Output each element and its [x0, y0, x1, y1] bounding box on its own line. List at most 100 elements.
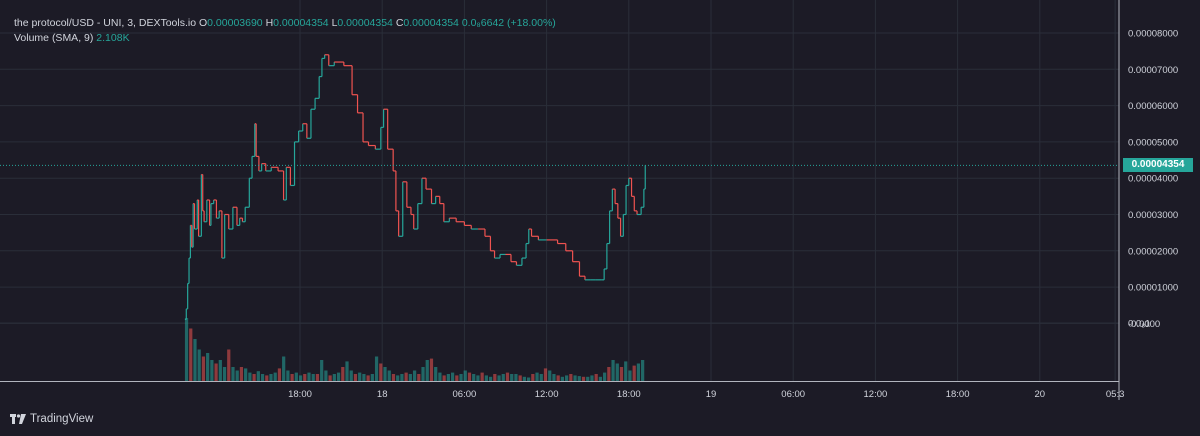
volume-bar: [493, 374, 497, 381]
tradingview-brand[interactable]: TradingView: [10, 413, 93, 425]
volume-bar: [531, 374, 535, 381]
volume-bar: [586, 376, 590, 381]
y-tick-label: 0.00008000: [1128, 29, 1178, 40]
x-tick-label: 18: [377, 389, 388, 400]
volume-bar: [391, 374, 396, 381]
volume-bar: [277, 368, 282, 381]
volume-bar: [307, 372, 311, 381]
volume-bar: [459, 374, 463, 381]
volume-bar: [624, 361, 628, 381]
volume-bar: [573, 375, 577, 381]
volume-bar: [353, 374, 358, 381]
open-label: O: [199, 17, 208, 29]
y-tick-label: 0.00003000: [1128, 210, 1178, 221]
volume-bar: [581, 376, 586, 381]
volume-bar: [619, 367, 624, 381]
volume-bar: [201, 356, 206, 381]
volume-bar: [484, 375, 488, 381]
volume-bar: [421, 367, 425, 381]
x-tick-label: 05:3: [1106, 389, 1125, 400]
volume-bar: [446, 374, 450, 381]
volume-bar: [565, 375, 569, 381]
x-tick-label: 18:00: [946, 389, 970, 400]
symbol-label[interactable]: the protocol/USD - UNI, 3, DEXTools.io: [14, 17, 197, 29]
volume-bar: [235, 370, 239, 381]
volume-bar: [336, 372, 341, 381]
volume-bar: [358, 372, 362, 381]
volume-bar: [218, 360, 222, 381]
chart-legend: the protocol/USD - UNI, 3, DEXTools.io O…: [14, 16, 556, 46]
x-tick-label: 12:00: [864, 389, 888, 400]
volume-bar: [526, 377, 531, 381]
volume-bar: [227, 349, 231, 381]
volume-bar: [290, 374, 294, 381]
y-tick-label: 0.0₈1: [1128, 319, 1150, 330]
last-price-tag: 0.00004354: [1123, 158, 1193, 172]
close-value: 0.00004354: [403, 17, 459, 29]
volume-bar: [269, 374, 273, 381]
tradingview-logo-icon: [10, 414, 26, 424]
y-tick-label: 0.00006000: [1128, 101, 1178, 112]
volume-bar: [396, 375, 400, 381]
x-tick-label: 06:00: [453, 389, 477, 400]
volume-bar: [442, 375, 446, 381]
volume-bar: [615, 363, 619, 381]
volume-bar: [315, 374, 320, 381]
volume-bar: [324, 370, 328, 381]
volume-bar: [265, 375, 269, 381]
volume-bar: [429, 358, 434, 381]
high-label: H: [265, 17, 274, 29]
ohlc-row: the protocol/USD - UNI, 3, DEXTools.io O…: [14, 16, 556, 31]
volume-bar: [366, 375, 370, 381]
y-tick-label: 0.00005000: [1128, 137, 1178, 148]
volume-bar: [514, 374, 518, 381]
volume-bar: [189, 328, 193, 381]
volume-bar: [239, 367, 244, 381]
x-tick-label: 20: [1035, 389, 1046, 400]
volume-bar: [607, 367, 611, 381]
volume-bar: [214, 363, 218, 381]
volume-bar: [535, 372, 539, 381]
close-label: C: [395, 17, 404, 29]
volume-row: Volume (SMA, 9) 2.108K: [14, 31, 556, 46]
volume-bar: [569, 374, 573, 381]
volume-bar: [488, 376, 493, 381]
volume-bar: [294, 372, 298, 381]
volume-bar: [273, 372, 277, 381]
volume-bar: [497, 375, 501, 381]
volume-bar: [349, 370, 353, 381]
volume-bar: [522, 376, 526, 381]
x-axis[interactable]: 18:00 18 06:00 12:00 18:00 19 06:00 12:00 18:00 2…: [288, 389, 1124, 400]
volume-bar: [222, 367, 227, 381]
volume-bar: [636, 363, 641, 381]
volume-label[interactable]: Volume (SMA, 9): [14, 32, 94, 44]
volume-bar: [417, 374, 421, 381]
volume-bar: [434, 367, 438, 381]
volume-bar: [206, 353, 210, 381]
volume-bar: [560, 376, 565, 381]
volume-bar: [548, 370, 552, 381]
volume-bar: [370, 374, 374, 381]
volume-bar: [455, 375, 459, 381]
x-tick-label: 18:00: [617, 389, 641, 400]
volume-bar: [248, 372, 252, 381]
volume-bar: [472, 374, 476, 381]
y-axis[interactable]: 0.00008000 0.00007000 0.00006000 0.00005000…: [1128, 29, 1178, 330]
volume-bar: [611, 360, 615, 381]
volume-bar: [603, 372, 607, 381]
volume-bar: [193, 339, 197, 381]
volume-bars: [184, 318, 645, 381]
x-tick-label: 06:00: [781, 389, 805, 400]
volume-bar: [501, 374, 505, 381]
volume-bar: [345, 361, 349, 381]
volume-bar: [408, 374, 412, 381]
volume-value: 2.108K: [96, 32, 130, 44]
volume-bar: [594, 374, 598, 381]
volume-bar: [303, 374, 307, 381]
volume-bar: [476, 375, 480, 381]
x-tick-label: 18:00: [288, 389, 312, 400]
volume-bar: [260, 374, 265, 381]
volume-bar: [400, 374, 404, 381]
change-value: 0.0₈6642 (+18.00%): [461, 17, 556, 29]
